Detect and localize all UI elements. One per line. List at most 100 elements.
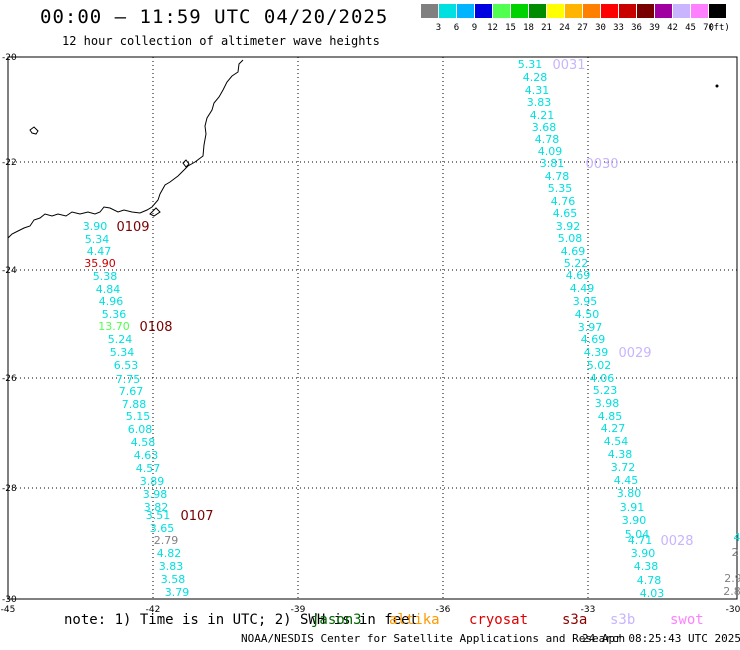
pass-time-label: 0107 [180, 509, 213, 524]
scale-label: 15 [505, 23, 516, 33]
wave-height-value: 5.04 [625, 528, 650, 541]
scale-label: 30 [595, 23, 606, 33]
wave-height-value: 4.09 [538, 145, 563, 158]
wave-height-value: 4.31 [525, 84, 550, 97]
wave-height-value: 2.8 [723, 585, 740, 598]
scale-swatch [601, 4, 618, 18]
wave-height-value: 4.76 [551, 195, 576, 208]
pass-time-label: 0109 [116, 220, 149, 235]
pass-time-label: 0031 [552, 58, 585, 73]
scale-label: 36 [631, 23, 642, 33]
scale-swatch [565, 4, 582, 18]
scale-swatch [619, 4, 636, 18]
wave-height-value: 3.92 [556, 220, 581, 233]
lat-tick-label: -30 [2, 595, 17, 605]
lon-tick-label: -45 [1, 605, 16, 615]
wave-height-value: 5.24 [108, 333, 133, 346]
scale-label: 45 [685, 23, 696, 33]
wave-height-value: 5.02 [587, 359, 612, 372]
scale-label: 21 [541, 23, 552, 33]
scale-swatch [457, 4, 474, 18]
scale-label: 6 [453, 23, 460, 33]
wave-height-value: 4.57 [136, 462, 161, 475]
wave-height-value: 6.53 [114, 359, 139, 372]
wave-height-value: 4.03 [640, 587, 665, 600]
wave-height-value: 4.82 [157, 547, 182, 560]
wave-height-value: 4.47 [87, 245, 112, 258]
wave-height-value: 5.15 [126, 410, 151, 423]
sat-cryosat: cryosat [469, 612, 529, 628]
pass-time-label: 0108 [139, 320, 172, 335]
wave-height-value: 4.63 [134, 449, 159, 462]
wave-height-value: 3.97 [578, 321, 603, 334]
wave-height-value: 3.68 [532, 121, 557, 134]
lat-tick-label: -22 [2, 158, 17, 168]
wave-height-value: 4.45 [614, 474, 639, 487]
scale-swatch [421, 4, 438, 18]
scale-label: 3 [435, 23, 442, 33]
scale-label: 70 [703, 23, 714, 33]
wave-height-value: 3.95 [573, 295, 598, 308]
wave-height-value: 4.50 [575, 308, 600, 321]
wave-height-value: 3.83 [527, 96, 552, 109]
island-dot [715, 84, 719, 88]
lat-tick-label: -28 [2, 484, 17, 494]
coastline [7, 59, 244, 239]
wave-height-value: 3.83 [159, 560, 184, 573]
wave-height-value: 4.06 [590, 372, 615, 385]
wave-height-value: 3.98 [595, 397, 620, 410]
note-text: note: 1) Time is in UTC; 2) SWH is in fe… [64, 612, 419, 628]
wave-height-value: 5.08 [558, 232, 583, 245]
wave-height-value: 3.90 [83, 220, 108, 233]
wave-height-value: 3.79 [165, 586, 190, 599]
wave-height-value: 5.34 [85, 233, 110, 246]
scale-swatch [673, 4, 690, 18]
wave-height-value: 3.91 [620, 501, 645, 514]
scale-label: 18 [523, 23, 534, 33]
island-outline [29, 126, 39, 135]
wave-height-value: 5.38 [93, 270, 118, 283]
scale-label: 24 [559, 23, 570, 33]
wave-height-value: 7.88 [122, 398, 147, 411]
lat-tick-label: -24 [2, 266, 17, 276]
scale-swatch [475, 4, 492, 18]
wave-height-value: 4.84 [96, 283, 121, 296]
wave-height-value: 4.69 [581, 333, 606, 346]
wave-height-value: 2.79 [154, 534, 179, 547]
island-outline [182, 159, 190, 168]
scale-swatch [529, 4, 546, 18]
sat-altika: altika [389, 612, 440, 628]
wave-height-value: 3.89 [140, 475, 165, 488]
pass-time-label: 0030 [585, 157, 618, 172]
sat-jason3: jason3 [311, 612, 362, 628]
wave-height-value: 3.82 [144, 501, 169, 514]
sat-s3b: s3b [610, 612, 636, 628]
wave-height-value: 3.98 [143, 488, 168, 501]
wave-height-value: 4.38 [634, 560, 659, 573]
lon-tick-label: -30 [726, 605, 740, 615]
wave-height-value: 4.28 [523, 71, 548, 84]
wave-height-value: 5.31 [518, 58, 543, 71]
wave-height-value: 3.90 [622, 514, 647, 527]
scale-swatch [655, 4, 672, 18]
map-subtitle: 12 hour collection of altimeter wave hei… [62, 34, 380, 48]
map-frame [7, 56, 738, 600]
scale-swatch [439, 4, 456, 18]
scale-label: 33 [613, 23, 624, 33]
wave-height-value: 4.96 [99, 295, 124, 308]
credit-text: NOAA/NESDIS Center for Satellite Applica… [241, 632, 626, 645]
pass-time-label: 0028 [660, 534, 693, 549]
wave-height-value: 5.34 [110, 346, 135, 359]
wave-height-value: 4.21 [530, 109, 555, 122]
wave-height-value: 4.78 [545, 170, 570, 183]
scale-swatch [511, 4, 528, 18]
wave-height-value: 35.90 [84, 257, 116, 270]
footer-note: note: 1) Time is in UTC; 2) SWH is in fe… [64, 612, 418, 628]
lon-tick-label: -39 [291, 605, 306, 615]
scale-label: 12 [487, 23, 498, 33]
wave-height-value: 4.27 [601, 422, 626, 435]
scale-label: 39 [649, 23, 660, 33]
scale-swatch [691, 4, 708, 18]
wave-height-value: 7.67 [119, 385, 144, 398]
